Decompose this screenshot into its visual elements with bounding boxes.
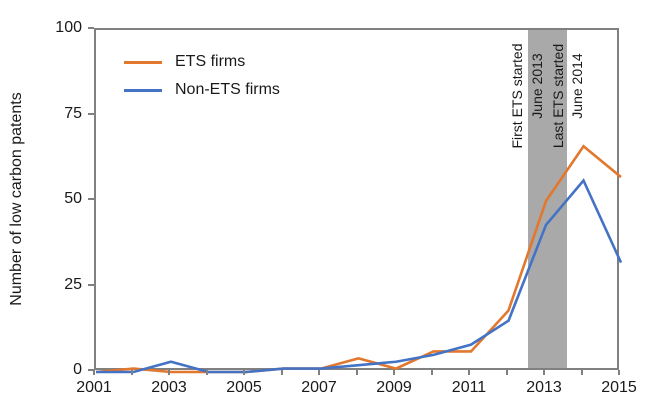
x-tick-label: 2009 [376, 379, 412, 396]
legend-label: Non-ETS firms [175, 81, 280, 98]
legend-swatch-icon [124, 60, 162, 64]
x-tick [618, 370, 620, 375]
legend-row: ETS firms [124, 48, 280, 76]
x-tick-label: 2011 [451, 379, 487, 396]
legend: ETS firms Non-ETS firms [124, 48, 280, 104]
x-tick-label: 2001 [76, 379, 112, 396]
series-line-non-ets [96, 178, 623, 374]
y-tick [88, 283, 94, 286]
x-tick [318, 370, 320, 375]
y-tick-label: 50 [64, 190, 82, 207]
x-tick [243, 370, 245, 375]
y-tick [88, 369, 94, 371]
x-tick-label: 2015 [601, 379, 637, 396]
y-tick [88, 198, 94, 200]
y-tick [88, 112, 94, 115]
x-tick [280, 370, 283, 375]
y-tick [88, 27, 94, 29]
legend-row: Non-ETS firms [124, 76, 280, 104]
x-tick [430, 370, 433, 375]
band-annotation-line: First ETS started [509, 43, 525, 149]
legend-swatch-icon [124, 88, 162, 92]
x-tick [355, 370, 358, 375]
x-tick-label: 2003 [151, 379, 187, 396]
y-tick-label: 0 [73, 361, 82, 378]
plot-area: First ETS started June 2013 Last ETS start… [94, 28, 623, 374]
x-tick [505, 370, 508, 375]
y-axis-title: Number of low carbon patents [8, 92, 25, 306]
x-tick [168, 370, 170, 375]
y-tick-label: 25 [64, 275, 82, 293]
series-line-ets [95, 144, 622, 374]
band-annotation-line: June 2014 [569, 53, 585, 119]
y-tick-label: 100 [55, 19, 82, 36]
x-tick [580, 370, 583, 375]
x-tick [130, 370, 133, 375]
y-tick-label: 75 [64, 104, 82, 122]
x-tick-label: 2005 [226, 379, 262, 396]
x-tick [93, 370, 95, 375]
x-tick-label: 2013 [526, 379, 562, 396]
legend-label: ETS firms [175, 53, 246, 70]
x-tick [393, 370, 395, 375]
x-tick [205, 370, 208, 375]
band-annotation-line: June 2013 [529, 53, 545, 119]
line-chart [95, 144, 623, 374]
x-tick [543, 370, 545, 375]
x-tick-label: 2007 [301, 379, 337, 396]
x-tick [468, 370, 470, 375]
band-annotation-line: Last ETS started [550, 43, 566, 149]
